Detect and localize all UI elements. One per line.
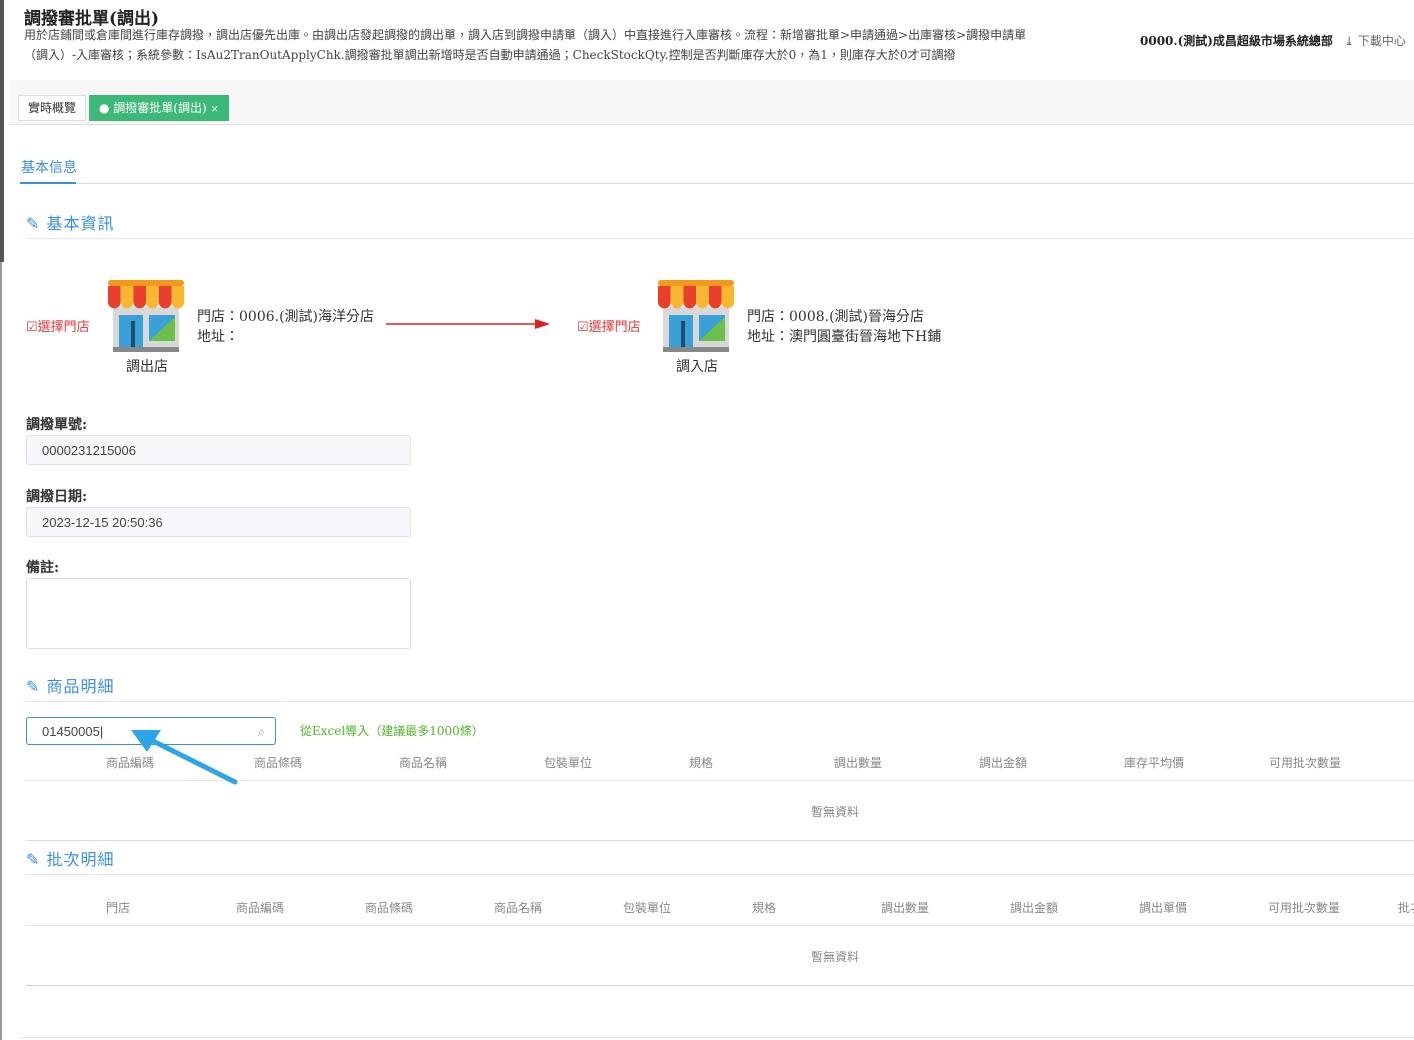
- subtab-line: [20, 183, 1414, 184]
- tab[interactable]: 實時概覽: [18, 95, 87, 121]
- import-excel[interactable]: 從Excel導入（建議最多1000條）: [300, 724, 484, 738]
- column-header: 可用批次數量: [1268, 756, 1342, 770]
- divider: [26, 238, 1414, 239]
- store-address-label: 地址：: [197, 329, 239, 345]
- column-header: 可用批次數量: [1267, 901, 1341, 915]
- side-bar: [0, 0, 4, 262]
- download-center[interactable]: ⤓ 下載中心: [1344, 34, 1406, 48]
- divider: [26, 925, 1414, 926]
- page-description: 用於店鋪間或倉庫間進行庫存調撥，調出店優先出庫。由調出店發起調撥的調出單，調入店…: [24, 28, 1027, 62]
- column-header: 門店: [105, 901, 131, 915]
- annotation-arrow: [131, 730, 238, 785]
- side-bar: [0, 262, 2, 1040]
- column-header: 庫存平均價: [1123, 756, 1185, 770]
- column-header: 調出數量: [880, 901, 930, 915]
- column-header: 商品編碼: [235, 901, 285, 915]
- tab-active[interactable]: ● 調撥審批單(調出) ×: [89, 95, 229, 121]
- store-address: 地址：澳門圓臺街晉海地下H鋪: [747, 326, 941, 346]
- column-header: 調出金額: [1009, 901, 1059, 915]
- value: 0006.(測試)海洋分店: [239, 309, 375, 325]
- divider: [26, 780, 1414, 781]
- transfer-arrow: [386, 319, 550, 329]
- field-label: 調撥日期:: [26, 489, 88, 505]
- field-label: 調撥單號:: [26, 417, 88, 433]
- column-header: 規格: [751, 901, 777, 915]
- column-header: 包裝單位: [543, 756, 593, 770]
- store-caption: 調出店: [126, 359, 168, 375]
- section-title: ✎ 商品明細: [26, 677, 115, 696]
- column-header: 商品條碼: [253, 756, 303, 770]
- divider: [26, 985, 1414, 986]
- section-label: 商品明細: [46, 677, 115, 696]
- column-header: 調出單價: [1138, 901, 1188, 915]
- field-label: 備註:: [26, 560, 60, 576]
- divider: [26, 874, 1414, 875]
- remark-textarea[interactable]: [26, 578, 411, 649]
- divider: [26, 840, 1414, 841]
- label: 門店：: [747, 309, 789, 325]
- empty-text: 暫無資料: [810, 950, 860, 964]
- subtab[interactable]: 基本信息: [21, 160, 77, 176]
- download-label[interactable]: 下載中心: [1357, 34, 1406, 48]
- label: 地址：: [747, 329, 789, 345]
- store-caption: 調入店: [676, 359, 718, 375]
- column-header: 規格: [688, 756, 714, 770]
- label: 門店：: [197, 309, 239, 325]
- store-name: 門店：0008.(測試)晉海分店: [747, 306, 924, 326]
- column-header: 批次: [1398, 901, 1414, 915]
- org-name: 0000.(測試)成昌超級市場系統總部: [1140, 34, 1333, 48]
- tab-bar: [10, 80, 1414, 125]
- store-name: 門店：0006.(測試)海洋分店: [197, 306, 374, 326]
- search-value[interactable]: 01450005: [42, 724, 100, 739]
- field-input[interactable]: 0000231215006: [26, 435, 411, 465]
- column-header: 商品名稱: [493, 901, 543, 915]
- column-header: 包裝單位: [622, 901, 672, 915]
- field-input[interactable]: 2023-12-15 20:50:36: [26, 507, 411, 537]
- tab-label[interactable]: 調撥審批單(調出): [113, 101, 207, 115]
- select-store[interactable]: ☑選擇門店: [26, 320, 90, 335]
- subtab-indicator: [20, 182, 76, 184]
- divider: [26, 701, 1414, 702]
- section-label: 基本資訊: [46, 214, 115, 233]
- value: 0008.(測試)晉海分店: [789, 309, 925, 325]
- select-label[interactable]: 選擇門店: [588, 320, 641, 335]
- section-title: ✎ 批次明細: [26, 850, 115, 869]
- column-header: 商品名稱: [398, 756, 448, 770]
- column-header: 調出金額: [978, 756, 1028, 770]
- page-title: 調撥審批單(調出): [24, 9, 160, 29]
- store-icon: [108, 280, 185, 352]
- column-header: 商品條碼: [364, 901, 414, 915]
- select-label[interactable]: 選擇門店: [37, 320, 90, 335]
- column-header: 調出數量: [833, 756, 883, 770]
- value: 澳門圓臺街晉海地下H鋪: [789, 329, 942, 345]
- empty-text: 暫無資料: [810, 805, 860, 819]
- section-label: 批次明細: [46, 850, 115, 869]
- column-header: 商品編碼: [105, 756, 155, 770]
- store-icon: [658, 280, 735, 352]
- section-title: ✎ 基本資訊: [26, 214, 115, 233]
- divider: [20, 1037, 1414, 1038]
- select-store[interactable]: ☑選擇門店: [577, 320, 641, 335]
